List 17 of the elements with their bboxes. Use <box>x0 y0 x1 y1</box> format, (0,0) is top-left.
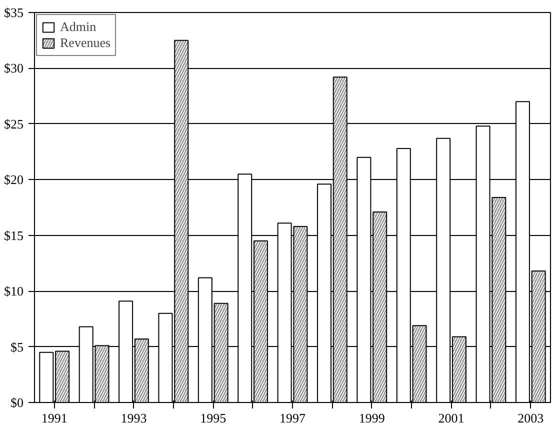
legend-label: Admin <box>60 19 96 35</box>
x-tick-label: 1999 <box>358 410 385 425</box>
y-tick-label: $10 <box>4 284 24 299</box>
y-tick-label: $20 <box>4 172 24 188</box>
x-tick-label: 1997 <box>280 410 306 425</box>
y-tick-label: $0 <box>10 395 24 410</box>
legend-label: Revenues <box>60 35 111 51</box>
x-tick-label: 2003 <box>518 410 544 425</box>
y-tick-label: $5 <box>10 339 24 354</box>
y-tick-label: $35 <box>4 5 24 20</box>
x-tick-label: 1993 <box>120 410 147 425</box>
x-tick-label: 1995 <box>200 410 226 425</box>
x-tick-label: 2001 <box>438 410 464 425</box>
x-tick-label: 1991 <box>41 410 68 425</box>
y-tick-label: $30 <box>4 60 24 76</box>
y-tick-label: $25 <box>4 116 24 132</box>
y-tick-label: $15 <box>4 228 24 243</box>
